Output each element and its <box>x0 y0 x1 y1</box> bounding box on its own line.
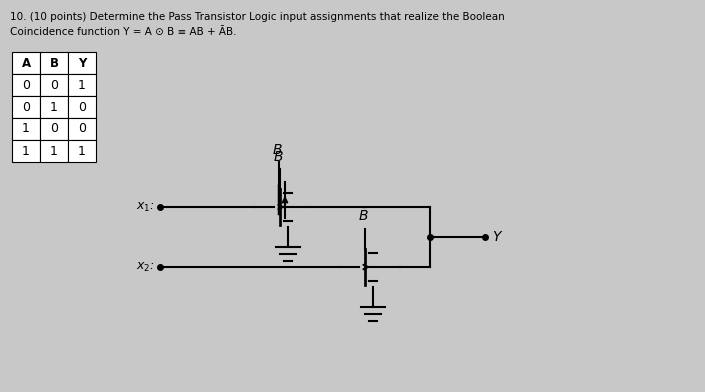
Bar <box>40 118 68 140</box>
Text: Y: Y <box>78 56 86 69</box>
Bar <box>12 52 40 74</box>
Bar <box>68 74 96 96</box>
Text: $x_2$:: $x_2$: <box>136 260 155 274</box>
Bar <box>40 96 68 118</box>
Text: $B$: $B$ <box>273 150 283 164</box>
Text: 1: 1 <box>22 145 30 158</box>
Bar <box>40 52 68 74</box>
Text: 0: 0 <box>78 100 86 114</box>
Bar <box>12 140 40 162</box>
Text: 1: 1 <box>50 145 58 158</box>
Text: A: A <box>21 56 30 69</box>
Text: $B$: $B$ <box>271 143 282 157</box>
Bar <box>12 96 40 118</box>
Bar <box>68 140 96 162</box>
Bar <box>68 52 96 74</box>
Text: 1: 1 <box>50 100 58 114</box>
Bar <box>40 74 68 96</box>
Bar <box>12 118 40 140</box>
Bar <box>40 140 68 162</box>
Text: 0: 0 <box>50 78 58 91</box>
Text: 1: 1 <box>22 122 30 136</box>
Text: Coincidence function Y = A ⊙ B ≡ AB + ĀB.: Coincidence function Y = A ⊙ B ≡ AB + ĀB… <box>10 27 236 37</box>
Text: $Y$: $Y$ <box>492 230 503 244</box>
Text: 0: 0 <box>50 122 58 136</box>
Text: 0: 0 <box>22 100 30 114</box>
Bar <box>12 74 40 96</box>
Text: 0: 0 <box>78 122 86 136</box>
Text: 0: 0 <box>22 78 30 91</box>
Text: B: B <box>49 56 59 69</box>
Text: 10. (10 points) Determine the Pass Transistor Logic input assignments that reali: 10. (10 points) Determine the Pass Trans… <box>10 12 505 22</box>
Text: 1: 1 <box>78 145 86 158</box>
Bar <box>68 118 96 140</box>
Text: 1: 1 <box>78 78 86 91</box>
Text: $x_1$:: $x_1$: <box>136 200 155 214</box>
Bar <box>68 96 96 118</box>
Text: $\bar{B}$: $\bar{B}$ <box>357 207 368 224</box>
